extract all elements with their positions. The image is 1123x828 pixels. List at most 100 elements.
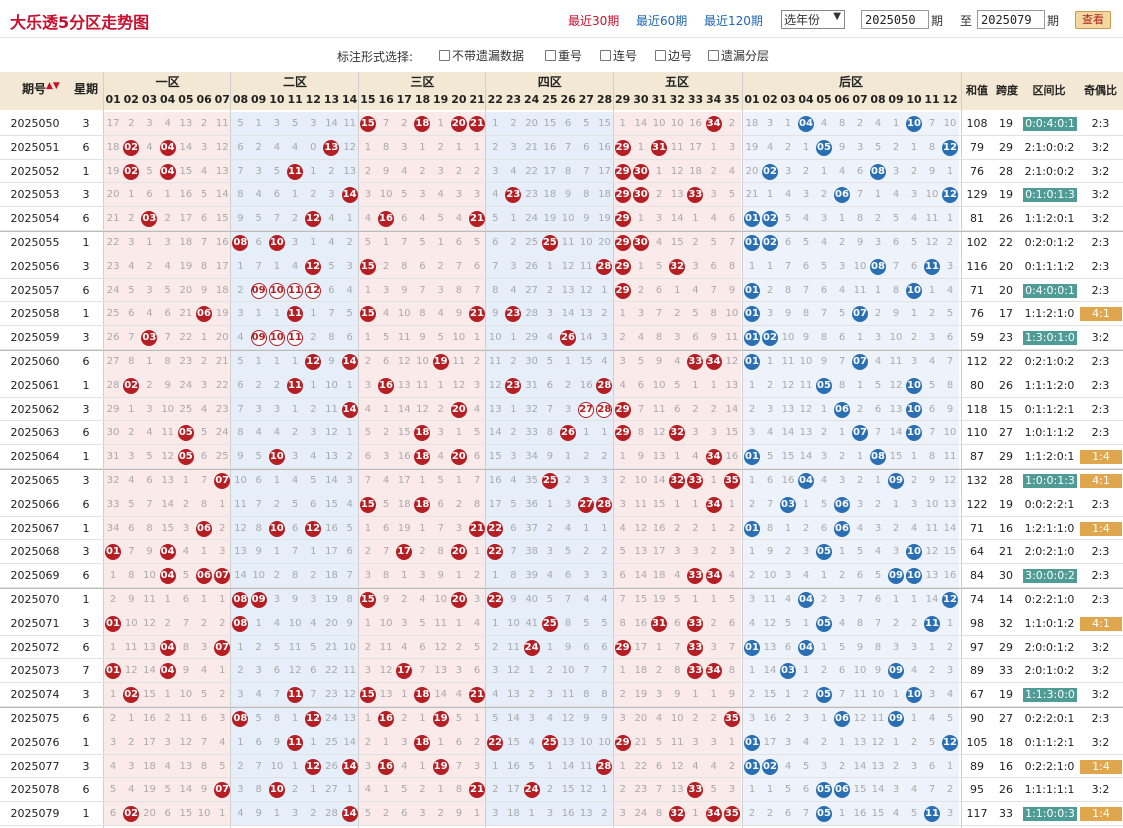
omission-cell: 2 (273, 379, 281, 391)
option-consecutive[interactable]: 连号 (600, 47, 637, 64)
blue-ball-7: 07 (852, 306, 868, 323)
red-ball-30: 30 (632, 234, 649, 251)
omission-cell: 5 (273, 165, 281, 177)
omission-cell: 13 (925, 570, 939, 582)
omission-cell: 2 (619, 689, 626, 701)
omission-cell: 3 (146, 117, 153, 129)
odd-even-cell: 3:2 (1091, 688, 1110, 702)
omission-cell: 4 (838, 617, 846, 629)
red-ball-8: 08 (232, 234, 249, 251)
nav-recent-120[interactable]: 最近120期 (704, 14, 763, 28)
checkbox-icon[interactable] (600, 50, 611, 61)
group-divider (0, 588, 1123, 589)
omission-cell: 2 (346, 451, 353, 463)
omission-cell: 10 (579, 236, 593, 248)
sum-cell: 116 (966, 259, 988, 273)
omission-cell: 11 (925, 522, 939, 534)
omission-cell: 1 (748, 546, 756, 558)
omission-cell: 13 (943, 498, 957, 510)
issue-cell: 2025051 (10, 140, 60, 154)
omission-cell: 12 (397, 355, 411, 367)
omission-cell: 1 (109, 570, 117, 582)
omission-cell: 12 (561, 712, 575, 724)
omission-cell: 9 (492, 308, 499, 320)
omission-cell: 1 (291, 712, 299, 724)
omission-cell: 3 (437, 284, 444, 296)
omission-cell: 2 (546, 284, 554, 296)
nav-recent-60[interactable]: 最近60期 (636, 14, 688, 28)
omission-cell: 1 (419, 760, 426, 772)
nav-recent-30[interactable]: 最近30期 (568, 14, 620, 28)
omission-cell: 36 (525, 498, 539, 510)
omission-cell: 2 (492, 641, 499, 653)
omission-cell: 5 (291, 498, 299, 510)
omission-cell: 12 (763, 617, 777, 629)
omission-cell: 6 (473, 665, 481, 677)
omission-cell: 2 (164, 617, 171, 629)
red-number-header: 24 (524, 93, 540, 106)
omission-cell: 9 (455, 808, 463, 820)
omission-cell: 4 (328, 213, 335, 225)
red-ball-25: 25 (541, 734, 558, 751)
row-divider (0, 444, 1123, 446)
omission-cell: 1 (766, 189, 774, 201)
issue-from-input[interactable] (861, 10, 929, 29)
omission-cell: 3 (874, 236, 882, 248)
omission-cell: 5 (564, 546, 572, 558)
zone-header-1: 一区 (155, 75, 180, 89)
checkbox-icon[interactable] (545, 50, 556, 61)
omission-cell: 8 (838, 379, 846, 391)
row-divider (0, 515, 1123, 517)
omission-cell: 4 (437, 308, 444, 320)
omission-cell: 7 (128, 546, 135, 558)
checkbox-icon[interactable] (708, 50, 719, 61)
issue-header[interactable]: 期号 (21, 82, 46, 96)
option-edge[interactable]: 边号 (655, 47, 692, 64)
omission-cell: 1 (838, 427, 846, 439)
issue-cell: 2025063 (10, 426, 60, 440)
divider (103, 72, 104, 828)
divider (612, 72, 614, 828)
omission-cell: 2 (419, 546, 426, 558)
red-ball-6: 06 (196, 306, 212, 323)
omission-cell: 9 (946, 403, 954, 415)
red-ball-10: 10 (268, 782, 285, 799)
omission-cell: 17 (634, 641, 648, 653)
omission-cell: 9 (892, 308, 900, 320)
omission-cell: 2 (728, 117, 736, 129)
option-omission-layer[interactable]: 遗漏分层 (708, 47, 769, 64)
omission-cell: 2 (291, 784, 299, 796)
weekday-cell: 6 (82, 783, 90, 797)
omission-cell: 10 (889, 332, 903, 344)
checkbox-icon[interactable] (439, 50, 450, 61)
omission-cell: 18 (106, 141, 120, 153)
omission-cell: 3 (838, 593, 846, 605)
odd-even-cell: 3:2 (1091, 640, 1110, 654)
view-button[interactable]: 查看 (1075, 11, 1111, 29)
zone-ratio-cell: 0:0:4:0:1 (1023, 116, 1077, 131)
omission-cell: 9 (766, 546, 774, 558)
omission-cell: 7 (838, 689, 846, 701)
omission-cell: 8 (273, 712, 281, 724)
blue-number-header: 03 (780, 93, 796, 106)
option-repeat[interactable]: 重号 (545, 47, 582, 64)
chevron-down-icon: ▼ (833, 11, 841, 22)
issue-cell: 2025054 (10, 212, 60, 226)
omission-cell: 3 (802, 546, 810, 558)
omission-cell: 10 (379, 189, 393, 201)
issue-to-input[interactable] (977, 10, 1045, 29)
omission-cell: 2 (710, 617, 717, 629)
omission-cell: 3 (291, 808, 299, 820)
omission-cell: 4 (419, 593, 426, 605)
sort-icon[interactable]: ▲▼ (46, 81, 60, 91)
option-no-omission[interactable]: 不带遗漏数据 (439, 47, 524, 64)
omission-cell: 5 (820, 498, 828, 510)
blue-ball-5: 05 (816, 806, 832, 823)
omission-cell: 8 (583, 689, 590, 701)
omission-cell: 7 (601, 665, 608, 677)
omission-cell: 4 (910, 665, 918, 677)
checkbox-icon[interactable] (655, 50, 666, 61)
omission-cell: 10 (579, 736, 593, 748)
omission-cell: 11 (343, 117, 357, 129)
year-select[interactable]: 选年份 ▼ (781, 10, 845, 29)
